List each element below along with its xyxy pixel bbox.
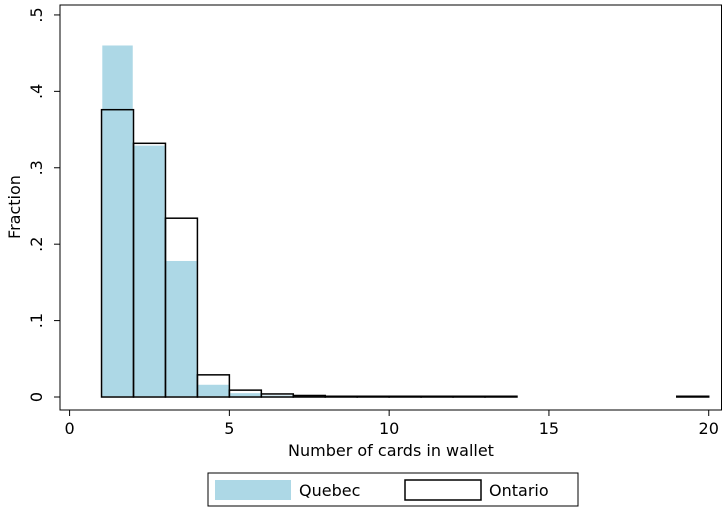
x-axis-label: Number of cards in wallet	[288, 441, 494, 460]
histogram-bar	[100, 43, 135, 398]
y-tick-label: .4	[27, 84, 46, 99]
y-tick-label: .1	[27, 313, 46, 328]
legend-label: Quebec	[299, 481, 360, 500]
legend-box	[207, 472, 579, 507]
y-tick-label: .2	[27, 237, 46, 252]
histogram-bar	[484, 395, 518, 398]
x-tick-label: 5	[224, 419, 234, 438]
legend-key	[215, 480, 291, 500]
y-tick-label: .3	[27, 160, 46, 175]
histogram-bar	[132, 144, 167, 398]
histogram-bar	[324, 395, 358, 398]
y-tick-label: .5	[27, 7, 46, 22]
histogram-bar	[164, 217, 199, 398]
x-tick-label: 0	[64, 419, 74, 438]
histogram-bar	[452, 395, 486, 398]
histogram-bar	[164, 259, 199, 398]
histogram-bar	[388, 395, 422, 398]
histogram-bar	[196, 374, 231, 398]
x-tick-label: 20	[699, 419, 719, 438]
y-axis-label: Fraction	[5, 175, 24, 239]
legend-label: Ontario	[489, 481, 549, 500]
histogram-bar	[356, 395, 390, 398]
histogram-bar	[196, 383, 231, 398]
x-tick-label: 10	[379, 419, 399, 438]
y-tick-label: 0	[27, 392, 46, 402]
legend-key	[404, 479, 482, 501]
plot-frame	[59, 4, 722, 411]
histogram-bar	[676, 395, 710, 398]
histogram-bar	[420, 395, 454, 398]
x-tick-label: 15	[539, 419, 559, 438]
